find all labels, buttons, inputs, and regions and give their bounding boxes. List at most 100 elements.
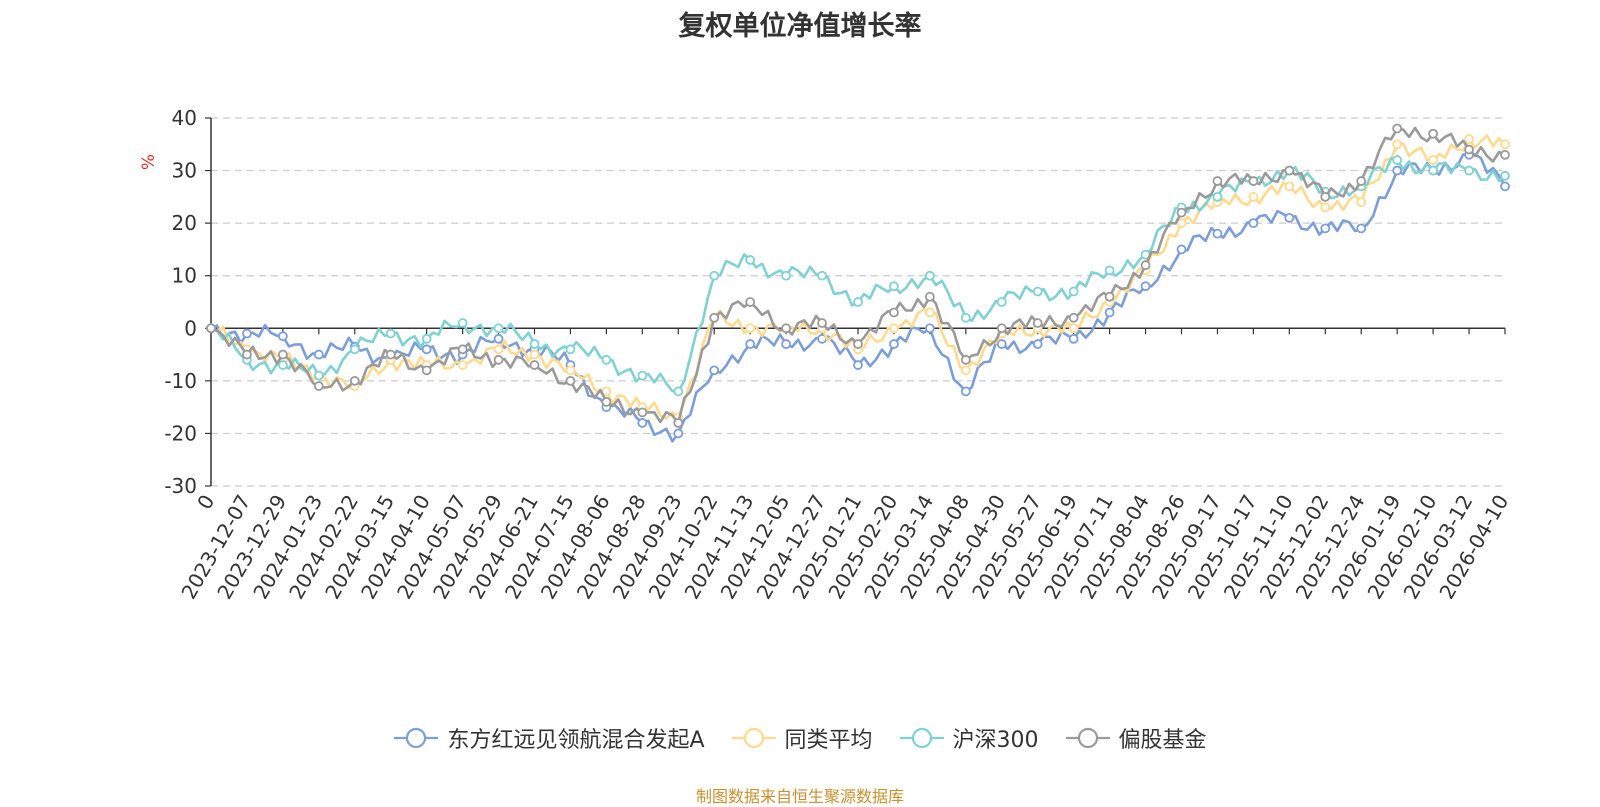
legend-marker-icon	[1065, 727, 1110, 749]
y-axis-unit-label: %	[139, 154, 159, 170]
legend-label: 东方红远见领航混合发起A	[447, 728, 705, 753]
series-1-point-7	[457, 360, 468, 370]
series-0-point-29	[1248, 218, 1259, 229]
series-2-point-16	[781, 270, 792, 281]
series-0-point-13	[673, 428, 684, 439]
series-2-point-20	[924, 270, 935, 281]
x-tick-label-0: 0	[192, 491, 219, 514]
series-3-point-36	[1500, 149, 1510, 160]
series-1-point-31	[1320, 202, 1331, 213]
series-3-point-4	[349, 375, 360, 386]
series-1-point-27	[1176, 218, 1187, 229]
series-0-point-23	[1032, 339, 1043, 349]
series-0-point-30	[1284, 212, 1295, 223]
series-2-point-15	[745, 255, 756, 265]
series-2-point-24	[1068, 286, 1079, 297]
series-3-point-31	[1320, 191, 1331, 202]
y-tick-label-5: 20	[172, 211, 197, 235]
series-0-point-8	[493, 333, 504, 344]
series-3-point-12	[637, 407, 648, 418]
series-2-point-34	[1428, 165, 1439, 176]
series-2-point-7	[457, 318, 468, 328]
series-0-point-22	[996, 339, 1007, 349]
series-2-point-19	[889, 281, 899, 292]
series-2-point-2	[277, 360, 288, 370]
series-2-point-6	[421, 333, 432, 344]
series-2-point-8	[493, 323, 504, 334]
y-tick-label-2: -10	[164, 369, 197, 393]
source-note: 制图数据来自恒生聚源数据库	[695, 787, 904, 806]
series-2-point-3	[313, 370, 324, 381]
legend-label: 偏股基金	[1118, 728, 1207, 753]
legend-item-2[interactable]: 沪深300	[899, 722, 1039, 754]
series-1-point-29	[1248, 191, 1259, 202]
series-1-point-9	[529, 349, 540, 360]
series-2-point-33	[1392, 155, 1403, 165]
legend-item-0[interactable]: 东方红远见领航混合发起A	[393, 722, 705, 754]
chart-title: 复权单位净值增长率	[678, 11, 922, 42]
series-3-point-21	[960, 354, 971, 365]
series-2-point-14	[709, 270, 720, 281]
series-3-point-18	[853, 339, 863, 349]
series-3-point-34	[1428, 128, 1439, 139]
series-1-point-32	[1356, 197, 1367, 208]
legend: 东方红远见领航混合发起A 同类平均 沪深300 偏股基金	[0, 722, 1600, 754]
series-3-point-9	[529, 360, 540, 370]
series-3-point-7	[457, 344, 468, 355]
series-1-point-30	[1284, 181, 1295, 192]
series-lines	[206, 123, 1510, 443]
series-2-point-35	[1464, 165, 1474, 176]
legend-label: 沪深300	[952, 728, 1039, 753]
series-3-point-26	[1140, 260, 1151, 271]
series-1-point-20	[924, 307, 935, 318]
series-3-point-27	[1176, 207, 1187, 218]
series-3-point-20	[924, 291, 935, 302]
series-3-point-32	[1356, 176, 1367, 186]
series-3-point-16	[781, 323, 792, 334]
legend-item-3[interactable]: 偏股基金	[1065, 722, 1207, 754]
series-0-point-20	[924, 323, 935, 334]
series-3-point-33	[1392, 123, 1403, 134]
y-tick-label-4: 10	[172, 264, 197, 288]
series-1-point-8	[493, 344, 504, 355]
series-3-point-0	[206, 323, 216, 334]
series-3-point-35	[1464, 144, 1474, 155]
y-tick-label-7: 40	[172, 106, 197, 130]
series-1-point-35	[1464, 134, 1474, 144]
series-0-point-25	[1104, 307, 1115, 318]
legend-marker-icon	[394, 727, 439, 749]
series-1-point-36	[1500, 139, 1510, 150]
series-2-point-11	[601, 354, 612, 365]
series-0-point-3	[313, 349, 324, 360]
series-2-point-12	[637, 370, 648, 381]
series-2-point-22	[996, 297, 1007, 307]
y-tick-label-3: 0	[184, 316, 197, 340]
series-3-point-15	[745, 297, 756, 307]
series-0-point-2	[277, 331, 288, 342]
y-tick-label-6: 30	[172, 159, 197, 183]
series-0-point-28	[1212, 228, 1223, 239]
series-0-point-12	[637, 418, 648, 428]
series-1-point-19	[889, 323, 899, 334]
series-3-point-23	[1032, 318, 1043, 328]
series-0-point-36	[1500, 181, 1510, 192]
series-3-point-10	[565, 375, 576, 386]
series-2-point-23	[1032, 286, 1043, 297]
series-3-point-30	[1284, 165, 1295, 176]
series-2-point-13	[673, 386, 684, 397]
series-0-point-15	[745, 339, 756, 349]
series-2-point-17	[817, 270, 827, 281]
series-2-point-36	[1500, 170, 1510, 181]
legend-item-1[interactable]: 同类平均	[731, 722, 873, 754]
series-0-point-14	[709, 365, 720, 376]
series-2-point-9	[529, 339, 540, 349]
series-1-point-24	[1068, 323, 1079, 334]
series-3-point-17	[817, 318, 827, 328]
series-0-point-24	[1068, 333, 1079, 344]
y-tick-label-1: -20	[164, 421, 197, 445]
series-1-point-34	[1428, 155, 1439, 165]
series-0-point-1	[242, 328, 252, 339]
series-3-point-19	[889, 307, 899, 318]
series-0-point-32	[1356, 223, 1367, 234]
